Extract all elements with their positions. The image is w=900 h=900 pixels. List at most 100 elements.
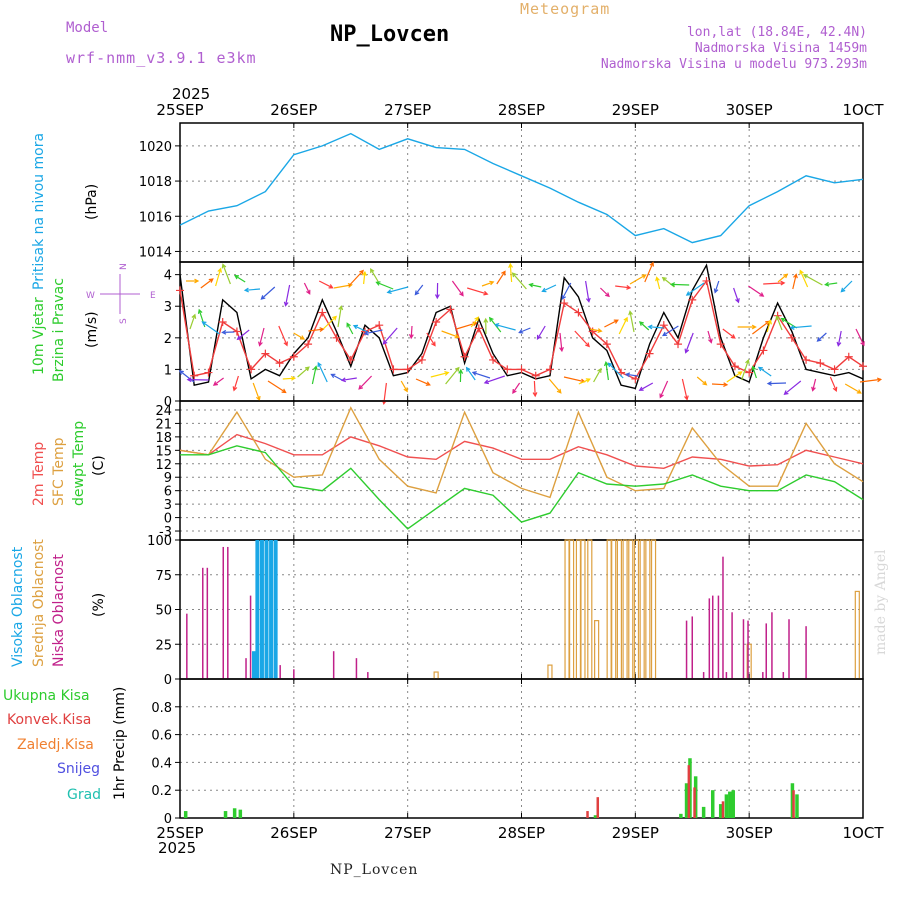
wind-arrow — [644, 261, 654, 283]
wind-arrow — [647, 324, 664, 330]
wind-mean-marker — [745, 368, 754, 377]
cloud-bar — [227, 546, 229, 679]
high-cloud-label: Visoka Oblacnost — [10, 546, 26, 667]
y-tick-label: 21 — [155, 417, 172, 432]
x-tick-label-top: 27SEP — [384, 101, 431, 119]
wind-mean-marker — [545, 365, 554, 374]
cloud-bar — [264, 540, 269, 679]
wind-arrow — [232, 375, 239, 392]
wind-title-1: 10m Vjetar — [31, 297, 47, 375]
low-cloud-label: Niska Oblacnost — [51, 554, 67, 667]
wind-mean-marker — [560, 299, 569, 308]
wind-arrow — [362, 270, 367, 285]
wind-arrow — [766, 381, 787, 386]
cloud-bar — [702, 672, 705, 679]
wind-arrow — [792, 273, 798, 290]
cloud-bar — [854, 590, 860, 680]
wind-arrow — [733, 287, 740, 304]
wind-arrow — [221, 263, 231, 285]
wind-arrow — [766, 319, 772, 333]
cloud-bar — [259, 540, 264, 679]
precip-bar — [687, 765, 691, 818]
model-name: wrf-nmm_v3.9.1 e3km — [66, 49, 257, 67]
wind-arrow — [382, 327, 398, 345]
model-elevation-label: Nadmorska Visina u modelu 973.293m — [600, 57, 867, 72]
wind-arrow — [348, 269, 364, 287]
wind-mean-marker — [830, 365, 839, 374]
wind-arrow — [303, 282, 311, 295]
precip-bar — [792, 790, 795, 818]
wind-arrow — [297, 366, 310, 378]
wind-arrow — [603, 360, 609, 381]
wind-arrow — [186, 278, 200, 284]
x-tick-label-bottom: 27SEP — [384, 824, 431, 842]
y-tick-label: 24 — [155, 404, 172, 419]
wind-arrow — [434, 282, 440, 300]
wind-arrow — [481, 280, 495, 287]
wind-arrow — [713, 280, 720, 294]
year-label-bottom: 2025 — [158, 839, 196, 857]
wind-arrow — [741, 358, 750, 381]
wind-arrow — [548, 378, 562, 394]
wind-arrow — [757, 366, 772, 377]
mid-cloud-label: Srednja Oblacnost — [31, 539, 47, 667]
y-tick-label: 0 — [164, 673, 172, 688]
tsfc-label: SFC Temp — [51, 437, 67, 506]
wind-arrow — [260, 286, 276, 300]
y-tick-label: 25 — [155, 638, 172, 653]
cloud-bar — [788, 619, 790, 679]
wind-mean-marker — [489, 355, 498, 364]
precip-bar — [596, 797, 600, 818]
cloud-unit: (%) — [91, 593, 107, 617]
wind-arrow — [337, 305, 344, 328]
wind-arrow — [789, 325, 812, 330]
x-tick-label-bottom: 28SEP — [498, 824, 545, 842]
pressure-unit: (hPa) — [84, 184, 100, 220]
wind-arrow — [829, 376, 838, 392]
panel-frame — [179, 122, 864, 263]
wind-arrow — [681, 378, 689, 401]
cloud-bar — [367, 672, 369, 679]
wind-arrow — [483, 317, 489, 335]
wind-arrow — [258, 327, 265, 347]
wind-arrow — [836, 330, 842, 347]
x-tick-label-top: 28SEP — [498, 101, 545, 119]
wind-arrow — [375, 281, 394, 290]
wind-mean-marker — [517, 365, 526, 374]
coords-label: lon,lat (18.84E, 42.4N) — [686, 25, 867, 40]
wind-arrow — [494, 323, 516, 331]
cloud-bar — [765, 623, 767, 679]
wind-arrow — [317, 361, 328, 383]
cloud-bar — [564, 539, 570, 680]
y-tick-label: 1 — [164, 363, 172, 378]
wind-arrow — [518, 327, 531, 334]
wind-arrow — [252, 382, 261, 402]
wind-arrow — [512, 382, 521, 394]
cloud-bar — [255, 540, 260, 679]
cloud-bar — [771, 612, 773, 679]
wind-mean-marker — [645, 349, 654, 358]
cloud-bar — [717, 595, 720, 679]
wind-arrow — [483, 375, 505, 385]
x-tick-label-top: 30SEP — [726, 101, 773, 119]
y-tick-label: 0.8 — [151, 701, 172, 716]
panel-5: 0 0.2 0.4 0.6 0.8 — [151, 678, 864, 827]
wind-arrow — [278, 325, 288, 347]
legend-total-rain: Ukupna Kisa — [3, 688, 90, 704]
wind-arrow — [628, 310, 635, 333]
x-tick-label-bottom: 29SEP — [612, 824, 659, 842]
precip-bar — [232, 808, 237, 818]
wind-mean-marker — [503, 365, 512, 374]
y-tick-label: 6 — [164, 485, 172, 500]
wind-mean-marker — [218, 318, 227, 327]
wind-mean-marker — [289, 352, 298, 361]
wind-mean-marker — [318, 308, 327, 317]
wind-arrow — [563, 376, 586, 384]
wind-arrow — [400, 380, 408, 393]
precip-bar — [223, 811, 228, 818]
wind-arrow — [559, 332, 564, 353]
cloud-bar — [293, 669, 295, 679]
wind-arrow — [589, 328, 603, 333]
wind-mean-marker — [417, 355, 426, 364]
